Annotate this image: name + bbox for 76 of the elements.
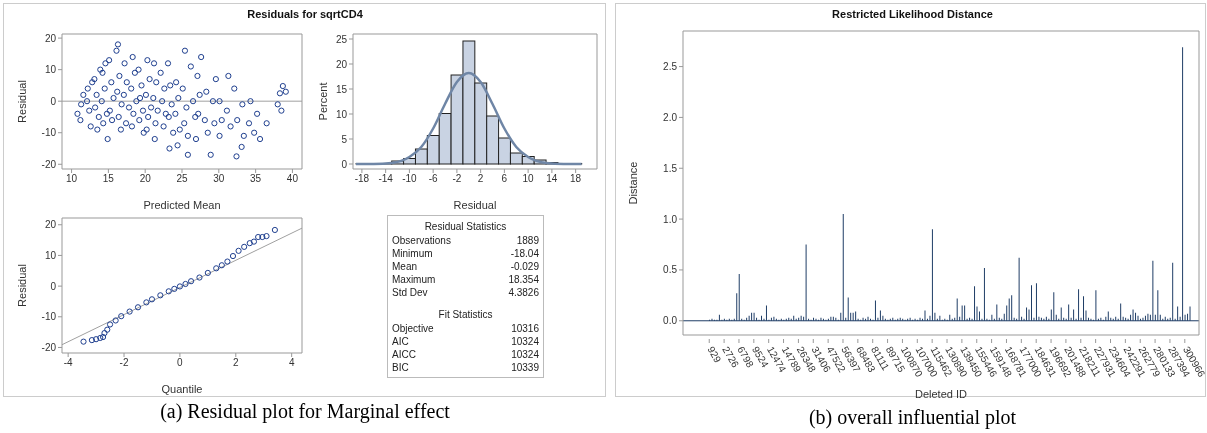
- x-tick-label: 4: [288, 357, 295, 369]
- category-label: AICC: [392, 349, 416, 360]
- y-tick-label: 20: [44, 32, 57, 44]
- x-tick-label: 35: [250, 173, 262, 185]
- x-tick-label: 6: [501, 173, 508, 185]
- y-axis-title: Residual: [15, 80, 28, 123]
- x-tick-label: -6: [428, 173, 439, 185]
- category-label: BIC: [392, 362, 409, 373]
- x-tick-label: -18: [354, 173, 370, 185]
- y-tick-label: -10: [41, 127, 57, 139]
- data-label: 10316: [511, 323, 539, 334]
- x-axis-title: Deleted ID: [915, 388, 968, 400]
- x-tick-label: 0: [177, 357, 184, 369]
- x-tick-label: -2: [119, 357, 129, 369]
- y-tick-label: 0.0: [663, 315, 678, 327]
- y-tick-label: 0: [50, 95, 57, 107]
- category-label: Mean: [392, 261, 418, 272]
- category-label: Std Dev: [392, 287, 428, 298]
- y-tick-label: 0.5: [663, 264, 678, 276]
- x-tick-label: 30: [213, 173, 225, 185]
- text: (b) overall influential plot: [807, 406, 1018, 429]
- y-tick-label: 2.5: [663, 61, 678, 73]
- y-tick-label: 20: [335, 58, 348, 70]
- x-tick-label: -4: [63, 357, 74, 369]
- x-axis-title: Quantile: [161, 383, 203, 395]
- x-tick-label: 14: [546, 173, 558, 185]
- y-tick-label: 0: [341, 158, 348, 170]
- category-label: Maximum: [392, 274, 436, 285]
- text: (a) Residual plot for Marginal effect: [159, 400, 451, 423]
- x-tick-label: 25: [176, 173, 188, 185]
- x-tick-label: -2: [452, 173, 462, 185]
- y-axis-title: Distance: [626, 161, 639, 205]
- text: Fit Statistics: [437, 308, 494, 322]
- y-tick-label: 1.0: [663, 213, 678, 225]
- x-axis-title: Residual: [453, 199, 497, 211]
- data-label: -18.04: [510, 248, 539, 259]
- x-tick-label: 10: [66, 173, 78, 185]
- y-tick-label: 10: [335, 108, 348, 120]
- x-tick-label: 2: [477, 173, 484, 185]
- y-tick-label: 10: [44, 249, 57, 261]
- chart-title: Restricted Likelihood Distance: [831, 8, 994, 20]
- y-tick-label: 25: [335, 33, 348, 45]
- data-label: -0.029: [510, 261, 539, 272]
- y-axis-title: Residual: [15, 264, 28, 307]
- data-label: 18.354: [508, 274, 539, 285]
- y-tick-label: 20: [44, 219, 57, 231]
- category-label: AIC: [392, 336, 409, 347]
- x-tick-label: 40: [286, 173, 299, 185]
- data-label: 10324: [511, 336, 539, 347]
- category-label: Objective: [392, 323, 434, 334]
- y-tick-label: 1.5: [663, 162, 678, 174]
- y-tick-label: 0: [50, 280, 57, 292]
- y-tick-label: -10: [41, 311, 57, 323]
- data-label: 10324: [511, 349, 539, 360]
- y-axis-title: Percent: [316, 82, 329, 121]
- x-tick-label: 10: [522, 173, 535, 185]
- y-tick-label: -20: [41, 158, 57, 170]
- x-tick-label: 15: [102, 173, 115, 185]
- x-tick-label: 2: [233, 357, 239, 369]
- y-tick-label: 5: [341, 133, 348, 145]
- x-axis-title: Predicted Mean: [143, 199, 221, 211]
- data-label: 4.3826: [508, 287, 539, 298]
- data-label: 10339: [511, 362, 539, 373]
- x-tick-label: 20: [139, 173, 152, 185]
- y-tick-label: 2.0: [663, 111, 678, 123]
- x-tick-label: -10: [402, 173, 418, 185]
- category-label: Minimum: [392, 248, 433, 259]
- y-tick-label: 10: [44, 64, 57, 76]
- x-tick-label: 18: [570, 173, 582, 185]
- text: Residual Statistics: [423, 220, 508, 234]
- x-tick-label: -14: [378, 173, 394, 185]
- data-label: 1889: [516, 235, 539, 246]
- y-tick-label: 15: [335, 83, 348, 95]
- category-label: Observations: [392, 235, 451, 246]
- chart-title: Residuals for sqrtCD4: [246, 8, 364, 20]
- y-tick-label: -20: [41, 342, 57, 354]
